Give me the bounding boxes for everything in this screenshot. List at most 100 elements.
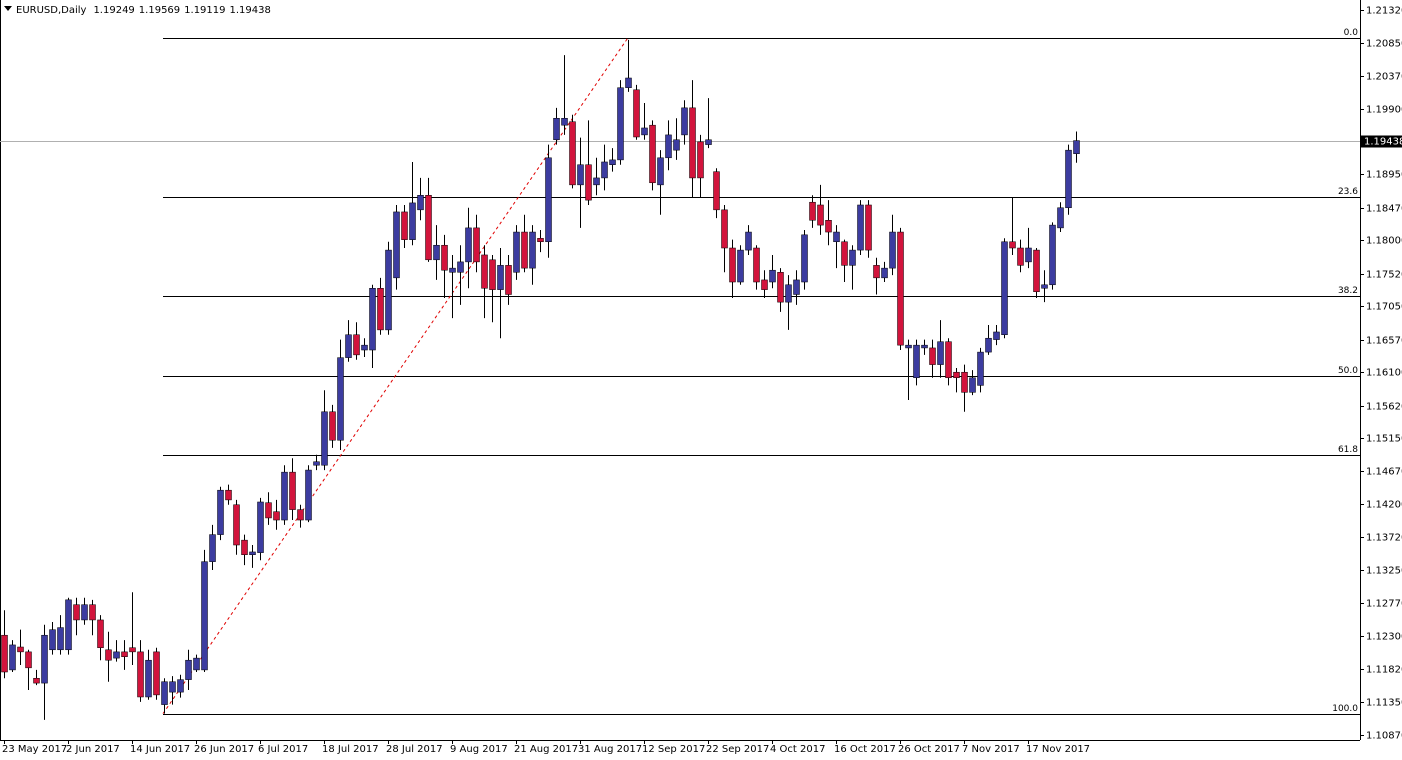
fib-level-label: 38.2 bbox=[1338, 286, 1358, 296]
candle-body-up bbox=[905, 344, 912, 349]
y-tick-label: 1.12770 bbox=[1366, 599, 1402, 610]
candle-body-up bbox=[985, 337, 992, 353]
candle-body-up bbox=[553, 117, 560, 141]
candle-body-down bbox=[105, 649, 112, 661]
candle-body-down bbox=[1017, 247, 1024, 266]
candle-body-down bbox=[761, 279, 768, 290]
y-tick-label: 1.10870 bbox=[1366, 731, 1402, 742]
candle-body-up bbox=[9, 644, 16, 671]
candle-body-down bbox=[929, 347, 936, 365]
candle-body-down bbox=[17, 646, 24, 653]
x-tick-label: 18 Jul 2017 bbox=[322, 744, 379, 755]
candle-body-up bbox=[881, 267, 888, 279]
x-tick-label: 28 Jul 2017 bbox=[386, 744, 443, 755]
candle-body-up bbox=[1001, 241, 1008, 335]
candle-body-down bbox=[153, 651, 160, 696]
candle-body-up bbox=[145, 659, 152, 698]
candle-body-up bbox=[305, 469, 312, 521]
candle-body-down bbox=[377, 288, 384, 331]
candle-body-down bbox=[489, 259, 496, 290]
candle-body-down bbox=[817, 204, 824, 226]
candle-body-down bbox=[473, 227, 480, 263]
candle-body-down bbox=[953, 371, 960, 379]
candle-body-up bbox=[321, 411, 328, 466]
y-tick-label: 1.17050 bbox=[1366, 302, 1402, 313]
y-tick-label: 1.17520 bbox=[1366, 270, 1402, 281]
menu-arrow[interactable] bbox=[4, 6, 12, 11]
x-tick-label: 22 Sep 2017 bbox=[706, 744, 769, 755]
candle-body-up bbox=[1057, 207, 1064, 229]
x-tick-label: 14 Jun 2017 bbox=[130, 744, 190, 755]
candle-body-down bbox=[721, 209, 728, 249]
y-tick-label: 1.15150 bbox=[1366, 434, 1402, 445]
candle-body-down bbox=[689, 107, 696, 179]
x-tick-label: 4 Oct 2017 bbox=[770, 744, 825, 755]
candle-body-down bbox=[225, 489, 232, 501]
candle-body-down bbox=[1033, 249, 1040, 292]
candle-body-up bbox=[561, 117, 568, 126]
x-tick-label: 16 Oct 2017 bbox=[834, 744, 896, 755]
candle-body-up bbox=[41, 634, 48, 684]
y-tick-label: 1.16100 bbox=[1366, 368, 1402, 379]
x-tick-label: 2 Jun 2017 bbox=[66, 744, 120, 755]
header-high: 1.19569 bbox=[139, 5, 180, 16]
fib-level-label: 50.0 bbox=[1338, 366, 1358, 376]
candle-body-down bbox=[649, 124, 656, 184]
candle-body-up bbox=[705, 139, 712, 145]
y-tick-label: 1.21320 bbox=[1366, 6, 1402, 17]
candle-body-down bbox=[25, 651, 32, 669]
x-tick-label: 6 Jul 2017 bbox=[258, 744, 308, 755]
candle-body-up bbox=[937, 341, 944, 365]
x-tick-label: 26 Oct 2017 bbox=[898, 744, 960, 755]
candle-body-down bbox=[73, 604, 80, 621]
x-tick-label: 31 Aug 2017 bbox=[578, 744, 642, 755]
y-tick-label: 1.15620 bbox=[1366, 402, 1402, 413]
candle-body-up bbox=[65, 599, 72, 651]
candle-body-up bbox=[993, 331, 1000, 340]
candle-body-down bbox=[897, 231, 904, 346]
candle-body-up bbox=[833, 231, 840, 243]
candle-body-down bbox=[873, 265, 880, 279]
candle-body-up bbox=[1049, 224, 1056, 286]
candle-body-down bbox=[329, 411, 336, 441]
fib-trend-line bbox=[162, 37, 629, 714]
candle-body-up bbox=[793, 279, 800, 295]
candle-body-down bbox=[33, 677, 40, 684]
candle-body-up bbox=[193, 657, 200, 671]
candle-body-down bbox=[401, 211, 408, 240]
candle-body-up bbox=[497, 265, 504, 290]
candle-body-down bbox=[585, 164, 592, 201]
candle-body-up bbox=[665, 134, 672, 159]
candle-body-down bbox=[945, 341, 952, 379]
candle-body-up bbox=[857, 204, 864, 251]
current-price-box bbox=[1361, 135, 1402, 148]
candle-body-up bbox=[801, 234, 808, 283]
candle-body-down bbox=[777, 272, 784, 303]
candle-body-up bbox=[457, 261, 464, 273]
candle-body-up bbox=[977, 351, 984, 386]
candle-body-up bbox=[673, 139, 680, 151]
candle-body-up bbox=[913, 344, 920, 379]
candle-body-up bbox=[625, 77, 632, 88]
candle-body-down bbox=[633, 89, 640, 138]
candle-body-down bbox=[1, 634, 8, 673]
candle-body-up bbox=[361, 344, 368, 351]
candle-body-up bbox=[201, 561, 208, 671]
candle-body-up bbox=[601, 161, 608, 179]
candle-body-up bbox=[81, 604, 88, 621]
candle-body-down bbox=[121, 651, 128, 657]
candle-body-up bbox=[337, 357, 344, 441]
candle-body-up bbox=[257, 501, 264, 553]
y-tick-label: 1.14670 bbox=[1366, 467, 1402, 478]
candle-body-down bbox=[825, 220, 832, 233]
candle-body-down bbox=[809, 201, 816, 221]
candle-body-up bbox=[641, 127, 648, 136]
y-tick-label: 1.18470 bbox=[1366, 204, 1402, 215]
axes: 1.21320 1.20850 1.20370 1.19900 1.18950 1.184… bbox=[2, 6, 1402, 756]
candle-body-up bbox=[313, 461, 320, 466]
candle-body-up bbox=[889, 231, 896, 269]
candle-body-up bbox=[513, 231, 520, 273]
candle-body-up bbox=[1025, 247, 1032, 263]
candle-body-down bbox=[97, 619, 104, 648]
header-open: 1.19249 bbox=[93, 5, 134, 16]
